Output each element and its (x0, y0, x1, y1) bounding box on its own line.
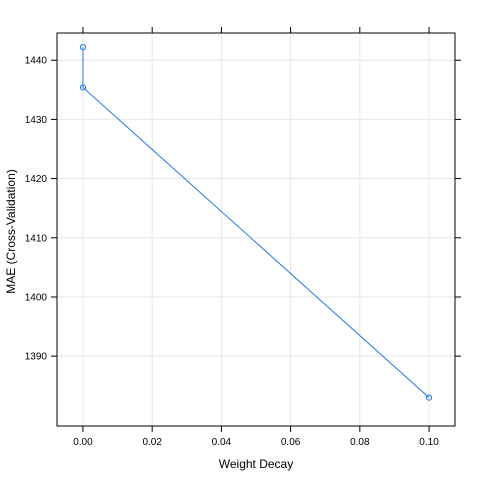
y-tick-label: 1410 (25, 233, 48, 244)
y-tick-label: 1420 (25, 174, 48, 185)
x-tick-label: 0.08 (350, 437, 370, 448)
series-line (83, 47, 429, 397)
y-tick-label: 1430 (25, 115, 48, 126)
y-tick-label: 1390 (25, 352, 48, 363)
series-layer (80, 45, 431, 401)
y-axis-title: MAE (Cross-Validation) (4, 169, 18, 293)
x-tick-label: 0.04 (212, 437, 232, 448)
y-tick-label: 1400 (25, 292, 48, 303)
y-tick-label: 1440 (25, 56, 48, 67)
x-axis-title: Weight Decay (219, 457, 293, 471)
x-tick-label: 0.06 (281, 437, 301, 448)
x-tick-label: 0.02 (142, 437, 162, 448)
x-tick-label: 0.10 (419, 437, 439, 448)
x-tick-label: 0.00 (73, 437, 93, 448)
